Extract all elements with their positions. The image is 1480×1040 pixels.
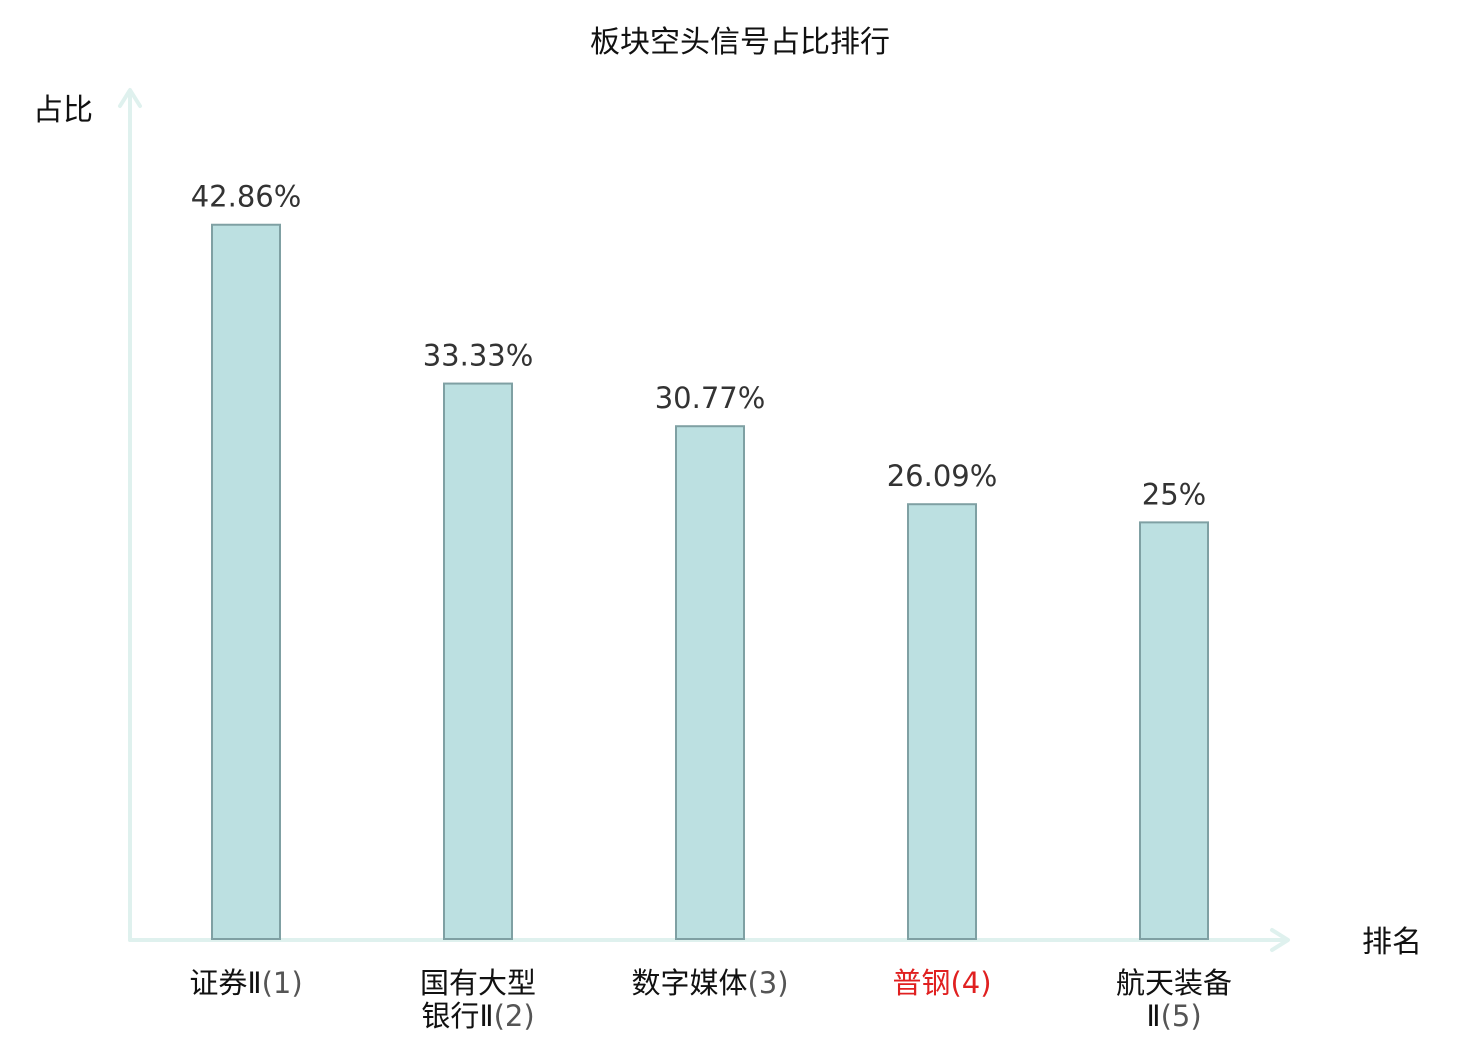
x-tick-label-name: Ⅱ bbox=[1146, 999, 1160, 1033]
bar bbox=[443, 382, 513, 940]
bars bbox=[211, 223, 1209, 940]
bar bbox=[1139, 521, 1209, 940]
x-tick-label: 证券Ⅱ(1) bbox=[189, 966, 302, 1000]
x-tick-label-rank: (3) bbox=[747, 966, 788, 1000]
bar bbox=[675, 425, 745, 940]
x-tick-label: Ⅱ(5) bbox=[1146, 999, 1201, 1033]
data-label: 33.33% bbox=[423, 339, 534, 373]
x-tick-label: 银行Ⅱ(2) bbox=[421, 999, 534, 1033]
x-tick-label-rank: (4) bbox=[950, 966, 991, 1000]
x-tick-label-rank: (1) bbox=[262, 966, 303, 1000]
x-tick-label-name: 银行Ⅱ bbox=[421, 999, 493, 1033]
chart-title: 板块空头信号占比排行 bbox=[590, 25, 890, 60]
x-axis-arrow-icon bbox=[1270, 928, 1290, 952]
data-label: 26.09% bbox=[887, 459, 998, 493]
data-label: 30.77% bbox=[655, 381, 766, 415]
x-tick-label: 航天装备 bbox=[1116, 966, 1232, 1000]
x-tick-label: 数字媒体(3) bbox=[631, 966, 788, 1000]
data-label: 42.86% bbox=[191, 180, 302, 214]
y-axis-label: 占比 bbox=[33, 93, 93, 128]
data-label: 25% bbox=[1142, 477, 1206, 511]
bar bbox=[211, 223, 281, 940]
value-labels: 42.86% 33.33% 30.77% 26.09% 25% bbox=[191, 180, 1207, 512]
x-tick-label-rank: (5) bbox=[1161, 999, 1202, 1033]
x-tick-label-rank: (2) bbox=[494, 999, 535, 1033]
bar bbox=[907, 503, 977, 940]
y-axis-arrow-icon bbox=[118, 88, 142, 108]
x-tick-label-name: 国有大型 bbox=[420, 966, 536, 1000]
x-tick-label-name: 普钢 bbox=[892, 966, 950, 1000]
x-tick-label: 国有大型 bbox=[420, 966, 536, 1000]
x-tick-label-name: 数字媒体 bbox=[631, 966, 747, 1000]
x-tick-label: 普钢(4) bbox=[892, 966, 991, 1000]
x-tick-label-name: 航天装备 bbox=[1116, 966, 1232, 1000]
x-tick-label-name: 证券Ⅱ bbox=[189, 966, 261, 1000]
x-axis-label: 排名 bbox=[1362, 925, 1422, 960]
